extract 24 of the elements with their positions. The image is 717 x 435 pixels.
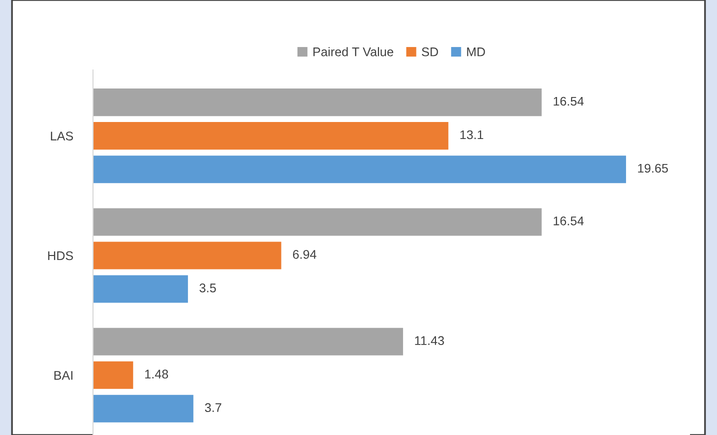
data-label: 16.54: [554, 216, 584, 226]
data-label: 13.1: [460, 130, 484, 140]
bar: [93, 242, 282, 270]
bar: [93, 156, 626, 184]
bar: [93, 122, 448, 150]
y-tick-label: LAS: [50, 132, 73, 140]
data-label: 3.5: [200, 284, 216, 292]
bar: [93, 88, 542, 116]
bar: [93, 328, 404, 356]
data-label: 1.48: [145, 370, 168, 379]
data-label: 11.43: [415, 336, 444, 346]
data-label: 6.94: [293, 250, 316, 259]
legend-label: SD: [422, 47, 438, 56]
bar: [93, 361, 134, 389]
bar: [93, 394, 194, 422]
data-label: 19.65: [638, 164, 668, 173]
y-tick-label: HDS: [48, 251, 73, 260]
legend-label: MD: [467, 48, 485, 56]
bar: [93, 275, 188, 303]
data-label: 16.54: [554, 96, 584, 106]
bar: [93, 208, 542, 236]
y-tick-label: BAI: [54, 371, 72, 380]
data-label: 3.7: [204, 403, 222, 412]
legend-label: Paired T Value: [313, 47, 394, 56]
